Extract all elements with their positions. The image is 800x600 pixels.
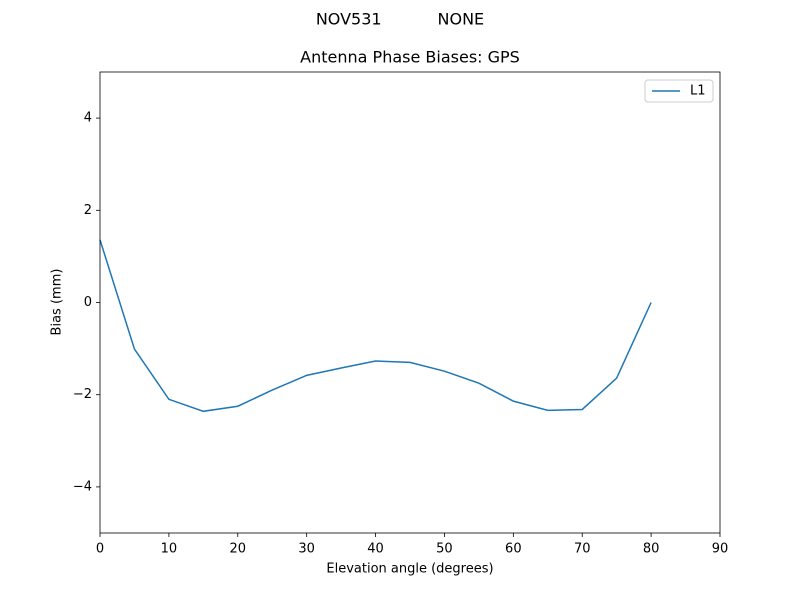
y-tick-label: 4 <box>84 111 92 126</box>
y-tick-label: −2 <box>73 387 92 402</box>
legend-label: L1 <box>690 84 706 99</box>
x-tick-label: 10 <box>161 542 178 557</box>
chart-title: Antenna Phase Biases: GPS <box>300 48 520 67</box>
x-tick-label: 60 <box>505 542 522 557</box>
y-tick-label: −4 <box>73 479 92 494</box>
x-tick-label: 0 <box>96 542 104 557</box>
x-tick-label: 90 <box>712 542 729 557</box>
x-tick-label: 70 <box>574 542 591 557</box>
x-tick-label: 30 <box>298 542 315 557</box>
suptitle: NOV531 NONE <box>316 10 484 29</box>
y-tick-label: 2 <box>84 203 92 218</box>
x-tick-label: 80 <box>643 542 660 557</box>
x-tick-label: 40 <box>367 542 384 557</box>
plot-frame <box>99 71 721 534</box>
x-tick-label: 20 <box>230 542 247 557</box>
x-tick-label: 50 <box>436 542 453 557</box>
line-series <box>99 239 652 413</box>
y-tick-label: 0 <box>84 295 92 310</box>
y-axis-label: Bias (mm) <box>50 269 65 336</box>
x-axis-label: Elevation angle (degrees) <box>326 562 493 577</box>
